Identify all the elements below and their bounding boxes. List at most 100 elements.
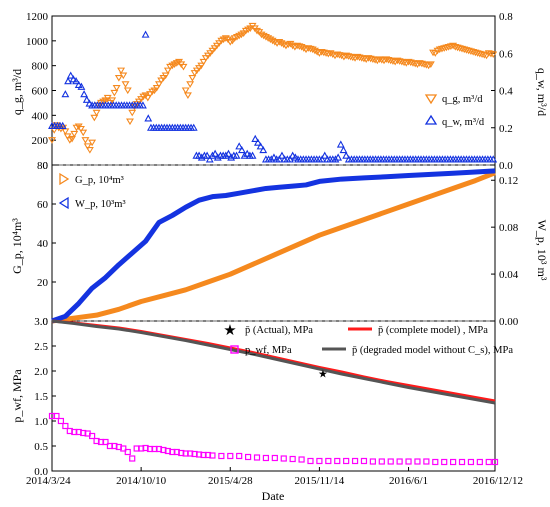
x-axis-ticks: 2014/3/24 2014/10/10 2015/4/28 2015/11/14 20…: [26, 467, 523, 487]
pwf-point: [378, 458, 385, 465]
pwf-point: [253, 454, 261, 461]
right-y-tick-label: 0.12: [499, 175, 518, 187]
pwf-point: [491, 458, 499, 466]
pwf-point: [405, 458, 412, 465]
p-degraded-line: [51, 319, 496, 405]
qw-point: [286, 155, 294, 163]
legend-label-p-degraded: p̄ (degraded model without C_s), MPa: [352, 345, 513, 356]
qw-point: [270, 153, 278, 161]
qg-point: [197, 62, 206, 70]
qg-point: [462, 47, 471, 54]
qg-point: [137, 96, 146, 103]
qw-point: [232, 151, 241, 159]
top-ylabel-right: q_w, m³/d: [535, 68, 549, 116]
legend-marker-qw: [424, 114, 438, 125]
legend-label-pwf: p_wf, MPa: [245, 345, 292, 356]
left-y-tick-label: 3.0: [34, 316, 48, 328]
qg-point: [406, 59, 415, 67]
qw-point: [197, 153, 206, 161]
qg-point: [364, 55, 373, 62]
pwf-point: [316, 457, 323, 465]
qg-point: [453, 44, 462, 52]
right-y-tick-label: 0.00: [499, 316, 519, 328]
top-panel-series: [48, 22, 498, 163]
pwf-point: [53, 412, 60, 420]
qg-point: [114, 75, 123, 82]
pwf-point: [120, 445, 127, 452]
qw-point: [211, 149, 220, 157]
qg-point: [161, 72, 170, 80]
pwf-point: [476, 458, 483, 466]
pwf-point: [369, 458, 376, 465]
qg-point: [154, 81, 163, 88]
pwf-point: [432, 458, 439, 466]
qg-point: [400, 59, 409, 67]
qg-point: [431, 50, 440, 57]
qw-point: [240, 151, 249, 159]
x-tick-label: 2015/11/14: [295, 475, 345, 487]
x-tick-label: 2015/4/28: [208, 475, 253, 487]
qg-point: [286, 40, 295, 48]
gp-line: [51, 170, 496, 324]
qw-point: [251, 134, 260, 142]
qg-point: [183, 92, 192, 100]
left-y-tick-label: 2.0: [34, 366, 48, 378]
qg-point: [239, 30, 248, 37]
pwf-point: [334, 457, 341, 465]
pwf-point: [307, 457, 314, 465]
legend-label-qw: q_w, m³/d: [442, 117, 485, 128]
qg-point: [466, 48, 475, 55]
legend-label-gp: G_p, 10⁴m³: [75, 175, 124, 186]
pwf-point: [62, 422, 69, 430]
qg-point: [375, 56, 384, 64]
qw-point: [72, 77, 80, 85]
pwf-point: [244, 453, 252, 461]
qg-point: [451, 43, 460, 51]
qg-point: [215, 40, 224, 47]
left-y-tick-label: 400: [32, 110, 49, 122]
left-y-tick-label: 200: [32, 135, 49, 147]
middle-legend: G_p, 10⁴m³ W_p, 10³m³: [58, 172, 126, 210]
left-y-tick-label: 1.5: [34, 391, 48, 403]
pwf-point: [209, 452, 216, 459]
qg-point: [186, 81, 195, 88]
right-y-tick-label: 0.8: [499, 11, 513, 23]
qg-point: [422, 61, 431, 69]
qg-point: [253, 27, 261, 35]
qg-point: [159, 75, 168, 82]
qg-point: [482, 52, 491, 60]
right-y-tick-label: 0.2: [499, 123, 513, 135]
qg-point: [337, 52, 346, 60]
left-y-tick-label: 0.0: [34, 466, 48, 478]
qg-point: [201, 55, 210, 62]
middle-panel-series: [51, 168, 496, 324]
qg-point: [471, 49, 480, 57]
qg-point: [146, 91, 155, 98]
legend-label-p-complete: p̄ (complete model) , MPa: [378, 325, 488, 336]
qg-point: [353, 53, 362, 61]
pwf-point: [102, 438, 109, 446]
qw-point: [320, 151, 329, 159]
left-y-tick-label: 1000: [26, 36, 49, 48]
qg-point: [288, 42, 297, 50]
pwf-point: [57, 417, 65, 425]
qw-point: [259, 145, 268, 154]
qg-point: [143, 94, 152, 102]
qg-point: [293, 42, 302, 50]
qw-point: [318, 155, 327, 163]
pwf-point: [325, 457, 332, 465]
qg-point: [464, 47, 473, 55]
qw-point: [336, 140, 345, 148]
pwf-point: [450, 458, 457, 466]
qw-point: [342, 151, 351, 159]
qg-point: [90, 114, 99, 122]
qg-point: [199, 58, 208, 66]
qg-point: [484, 50, 493, 57]
qg-point: [83, 143, 92, 150]
qg-point: [386, 57, 395, 65]
qw-point: [243, 149, 252, 157]
qg-point: [123, 87, 132, 95]
top-legend: q_g, m³/d q_w, m³/d: [424, 94, 485, 128]
pwf-point: [289, 455, 296, 463]
